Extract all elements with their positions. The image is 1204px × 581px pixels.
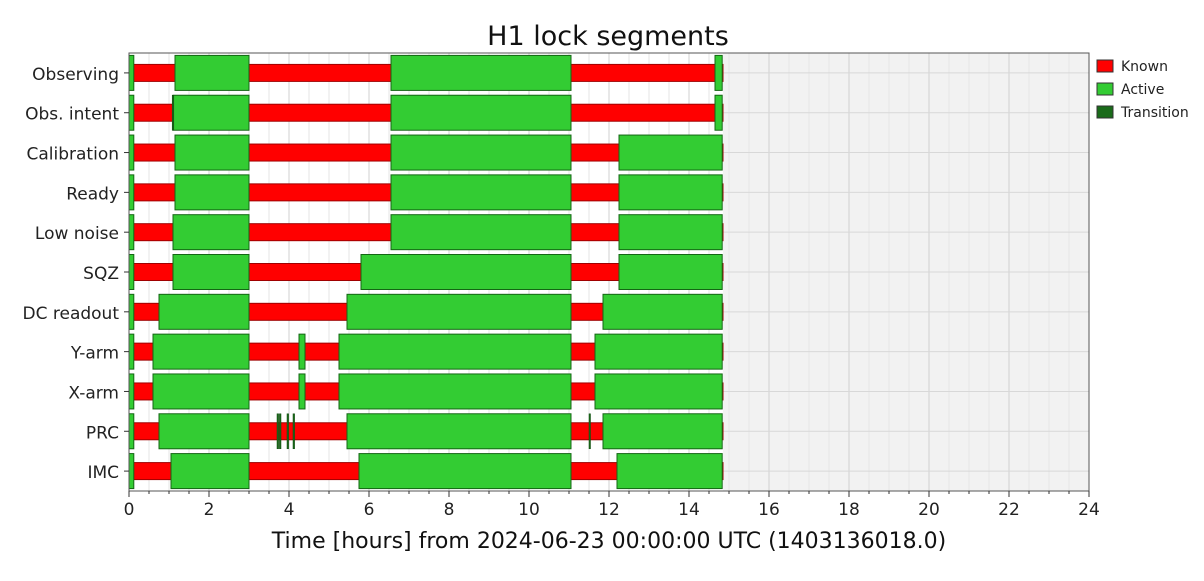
x-tick-label: 4 — [284, 500, 295, 520]
active-segment-prc — [602, 413, 723, 450]
legend-swatch — [1096, 59, 1114, 73]
active-segment-dc-readout — [128, 293, 135, 330]
active-segment-sqz — [618, 254, 723, 290]
active-segment-obs-intent — [128, 94, 135, 131]
x-tick-label: 12 — [598, 500, 620, 520]
active-segment-observing — [128, 54, 135, 91]
row-label: DC readout — [23, 304, 120, 324]
active-segment-y-arm — [152, 333, 250, 370]
active-segment-calibration — [618, 134, 723, 171]
x-tick-label: 8 — [444, 500, 455, 520]
x-axis-ticks: 0 2 4 6 8 10 12 14 16 18 20 22 24 — [124, 491, 1100, 520]
active-segment-prc — [346, 413, 572, 450]
active-segment-prc — [128, 413, 135, 450]
x-tick-label: 0 — [124, 500, 135, 520]
x-axis-label: Time [hours] from 2024-06-23 00:00:00 UT… — [271, 529, 946, 554]
active-segment-imc — [170, 453, 250, 490]
active-segment-x-arm — [298, 373, 306, 410]
x-tick-label: 22 — [998, 500, 1020, 520]
transition-segment-prc — [276, 413, 279, 450]
active-segment-calibration — [174, 134, 250, 171]
row-label: SQZ — [83, 264, 119, 284]
active-segment-low-noise — [172, 214, 250, 251]
active-segment-ready — [174, 174, 250, 211]
row-label: PRC — [86, 423, 119, 443]
transition-segment-prc — [588, 413, 591, 450]
row-label: Obs. intent — [25, 105, 119, 125]
segment-bars — [128, 54, 724, 490]
active-segment-obs-intent — [714, 94, 723, 131]
active-segment-dc-readout — [346, 293, 572, 330]
transition-segment-obs-intent — [171, 94, 175, 131]
active-segment-ready — [618, 174, 723, 211]
active-segment-low-noise — [618, 214, 723, 251]
active-segment-observing — [714, 54, 723, 91]
x-tick-label: 16 — [758, 500, 780, 520]
legend-swatch — [1096, 105, 1114, 119]
active-segment-x-arm — [594, 373, 723, 410]
x-tick-label: 6 — [364, 500, 375, 520]
row-label: Ready — [66, 184, 119, 204]
legend-label: Transition — [1120, 105, 1189, 121]
active-segment-dc-readout — [158, 293, 250, 330]
active-segment-prc — [158, 413, 250, 450]
x-tick-label: 14 — [678, 500, 700, 520]
row-label: IMC — [87, 463, 119, 483]
active-segment-obs-intent — [390, 94, 572, 131]
active-segment-ready — [128, 174, 135, 211]
active-segment-x-arm — [338, 373, 572, 410]
active-segment-imc — [616, 453, 723, 490]
active-segment-observing — [390, 54, 572, 91]
active-segment-x-arm — [128, 373, 135, 410]
active-segment-dc-readout — [602, 293, 723, 330]
active-segment-sqz — [360, 254, 572, 290]
row-labels: Observing Obs. intent Calibration Ready Low … — [23, 65, 129, 483]
active-segment-observing — [174, 54, 250, 91]
active-segment-x-arm — [152, 373, 250, 410]
active-segment-calibration — [390, 134, 572, 171]
transition-segment-prc — [286, 413, 289, 450]
active-segment-imc — [128, 453, 135, 490]
row-label: Calibration — [27, 145, 120, 165]
active-segment-y-arm — [298, 333, 306, 370]
active-segment-ready — [390, 174, 572, 211]
legend-swatch — [1096, 82, 1114, 96]
active-segment-y-arm — [338, 333, 572, 370]
x-tick-label: 10 — [518, 500, 540, 520]
chart-title: H1 lock segments — [487, 21, 729, 52]
active-segment-sqz — [128, 254, 135, 290]
active-segment-low-noise — [128, 214, 135, 251]
row-label: Observing — [32, 65, 119, 85]
x-tick-label: 20 — [918, 500, 940, 520]
active-segment-y-arm — [128, 333, 135, 370]
row-label: Low noise — [35, 224, 119, 244]
active-segment-obs-intent — [172, 94, 250, 131]
transition-segment-prc — [279, 413, 282, 450]
active-segment-low-noise — [390, 214, 572, 251]
row-label: Y-arm — [70, 344, 119, 364]
transition-segment-prc — [292, 413, 295, 450]
x-tick-label: 18 — [838, 500, 860, 520]
legend-label: Active — [1121, 82, 1164, 98]
x-tick-label: 2 — [204, 500, 215, 520]
active-segment-imc — [358, 453, 572, 490]
legend-label: Known — [1121, 59, 1168, 75]
legend: Known Active Transition — [1096, 59, 1189, 121]
active-segment-calibration — [128, 134, 135, 171]
x-tick-label: 24 — [1078, 500, 1100, 520]
active-segment-sqz — [172, 254, 250, 290]
row-label: X-arm — [68, 383, 119, 403]
active-segment-y-arm — [594, 333, 723, 370]
